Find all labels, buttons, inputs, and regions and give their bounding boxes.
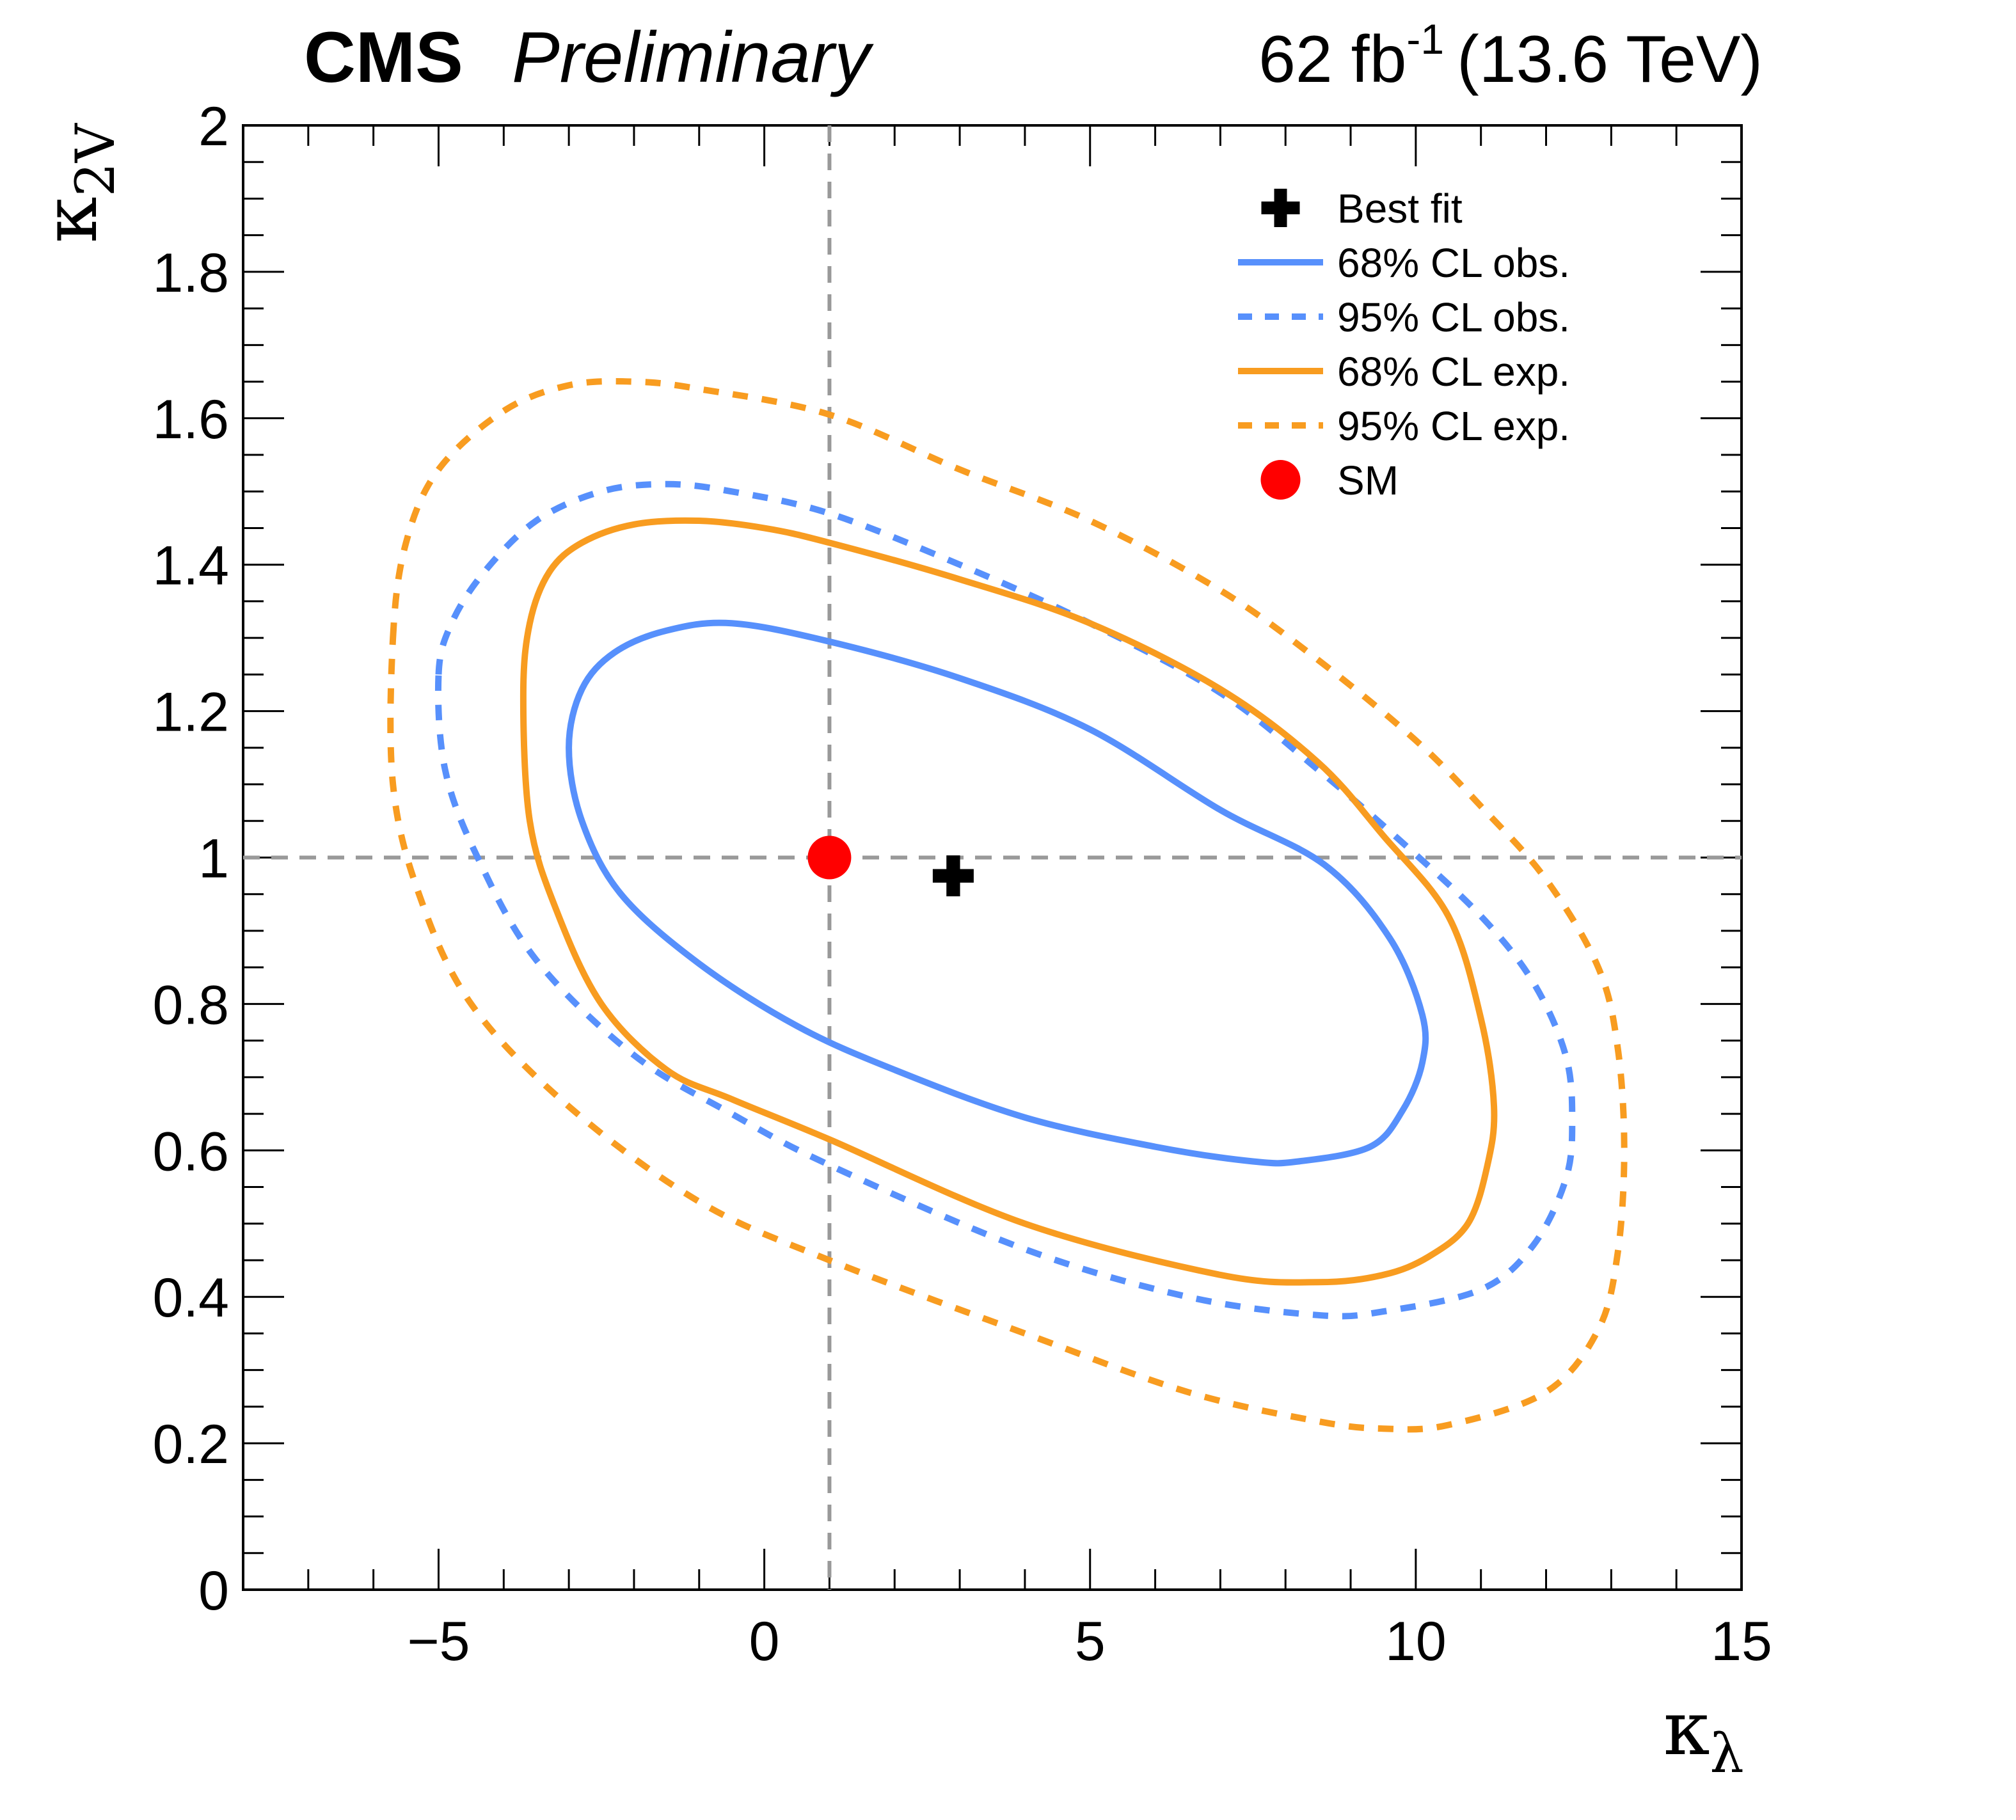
legend: Best fit 68% CL obs. 95% CL obs. 68% CL exp… bbox=[1238, 186, 1570, 503]
y-axis-symbol: κ bbox=[28, 197, 114, 244]
y-tick-label: 0.2 bbox=[152, 1414, 229, 1475]
y-axis-title: κ2V bbox=[28, 123, 127, 243]
energy-label: (13.6 TeV) bbox=[1457, 22, 1763, 97]
y-tick-label: 0 bbox=[198, 1560, 229, 1622]
x-tick-label: 10 bbox=[1385, 1611, 1447, 1672]
x-axis-symbol: κ bbox=[1663, 1686, 1710, 1772]
legend-label: 68% CL obs. bbox=[1337, 240, 1570, 286]
contours bbox=[387, 377, 1628, 1433]
legend-label: 95% CL obs. bbox=[1337, 294, 1570, 340]
axis-tick-labels: −5 0 5 10 15 0 0.2 0.4 0.6 0.8 1 1.2 1.4 1.6 1.8 2 bbox=[152, 96, 1772, 1672]
legend-sm-symbol bbox=[1260, 460, 1301, 500]
y-axis-subscript: 2V bbox=[64, 123, 127, 196]
x-axis-subscript: λ bbox=[1710, 1722, 1744, 1785]
legend-label: 68% CL exp. bbox=[1337, 349, 1570, 395]
reference-lines bbox=[243, 125, 1742, 1590]
x-tick-label: 5 bbox=[1075, 1611, 1106, 1672]
legend-label: SM bbox=[1337, 457, 1399, 503]
experiment-label: CMS bbox=[304, 17, 463, 97]
lumi-value: 62 fb bbox=[1258, 22, 1406, 97]
y-tick-label: 0.4 bbox=[152, 1267, 229, 1329]
contour-4 bbox=[387, 377, 1628, 1433]
y-tick-label: 1.8 bbox=[152, 242, 229, 304]
markers bbox=[807, 835, 974, 897]
legend-best-fit-symbol bbox=[1261, 189, 1300, 227]
legend-label: Best fit bbox=[1337, 186, 1463, 232]
legend-label: 95% CL exp. bbox=[1337, 403, 1570, 449]
x-axis-title: κλ bbox=[1663, 1686, 1744, 1785]
y-tick-label: 0.6 bbox=[152, 1121, 229, 1182]
sm-marker bbox=[807, 835, 852, 880]
y-tick-label: 1.2 bbox=[152, 682, 229, 743]
y-tick-label: 0.8 bbox=[152, 974, 229, 1036]
contour-2 bbox=[434, 480, 1576, 1320]
y-tick-label: 1.4 bbox=[152, 535, 229, 597]
contour-3 bbox=[520, 517, 1498, 1286]
lumi-exponent: -1 bbox=[1406, 15, 1444, 63]
x-tick-label: 15 bbox=[1711, 1611, 1772, 1672]
y-tick-label: 1.6 bbox=[152, 389, 229, 450]
axis-ticks bbox=[242, 124, 1743, 1591]
y-tick-label: 2 bbox=[198, 96, 229, 157]
y-tick-label: 1 bbox=[198, 828, 229, 890]
lumi-label: 62 fb-1 (13.6 TeV) bbox=[1258, 15, 1763, 97]
contour-1 bbox=[566, 619, 1429, 1167]
x-tick-label: −5 bbox=[407, 1611, 470, 1672]
status-label: Preliminary bbox=[512, 17, 874, 97]
x-tick-label: 0 bbox=[749, 1611, 780, 1672]
best-fit-marker bbox=[932, 855, 974, 897]
